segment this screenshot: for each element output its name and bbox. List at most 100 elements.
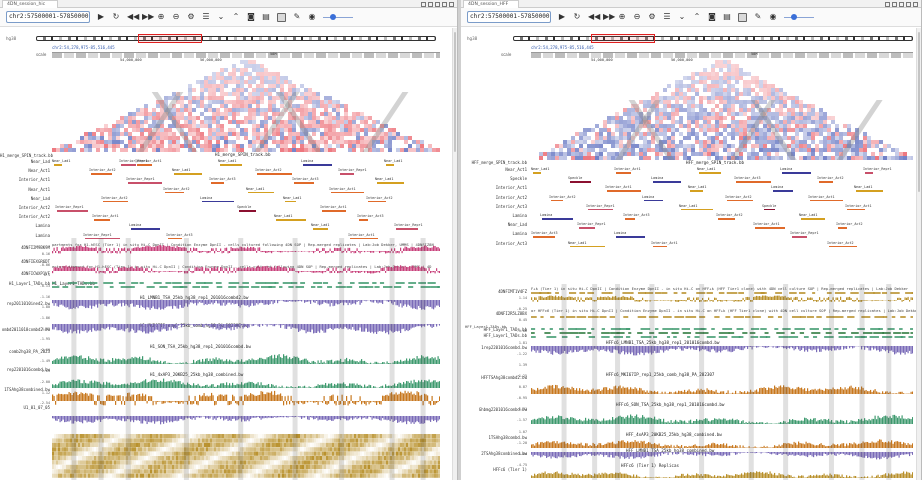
spin-feature-bar[interactable] — [313, 228, 328, 230]
spin-feature-bar[interactable] — [690, 190, 703, 192]
spin-feature-bar[interactable] — [239, 210, 256, 212]
track-side-label[interactable]: H1_Layer1_TADs.bb — [9, 281, 50, 286]
chromosome-ideogram[interactable] — [36, 36, 436, 41]
hic-triangle-heatmap[interactable] — [531, 60, 913, 160]
spin-feature-bar[interactable] — [121, 164, 136, 166]
spin-feature-bar[interactable] — [579, 227, 595, 229]
spin-feature-bar[interactable] — [542, 218, 573, 220]
spin-feature-bar[interactable] — [54, 164, 62, 166]
track-side-label[interactable]: HFF_Layer1_TADs.bb — [483, 333, 527, 338]
spin-feature-bar[interactable] — [699, 172, 721, 174]
spin-feature-bar[interactable] — [755, 227, 785, 229]
zoom-in-icon[interactable]: ⊕ — [157, 12, 165, 21]
spin-feature-bar[interactable] — [220, 164, 242, 166]
spin-feature-bar[interactable] — [322, 210, 346, 212]
back-icon[interactable]: ◀◀ — [588, 12, 601, 21]
slider-knob[interactable] — [330, 14, 336, 20]
track-side-label[interactable]: HFFc6 (Tier 1) — [493, 467, 527, 472]
track-side-label[interactable]: comb2hg38_PA_2823 — [9, 349, 50, 354]
panel-divider[interactable] — [458, 0, 461, 480]
chevron-down-icon[interactable]: ⌄ — [217, 12, 225, 21]
spin-feature-bar[interactable] — [202, 200, 234, 203]
spin-feature-bar[interactable] — [396, 228, 418, 230]
spin-feature-bar[interactable] — [616, 236, 645, 238]
spin-feature-bar[interactable] — [819, 181, 833, 183]
spin-feature-bar[interactable] — [91, 173, 112, 175]
play-icon[interactable]: ▶ — [558, 12, 566, 21]
track-side-label[interactable]: HFF_Layer1_TADs.bb — [483, 327, 527, 332]
track-side-label[interactable]: 1TSAhg38combd.bw — [488, 435, 527, 440]
zoom-out-icon[interactable]: ⊖ — [633, 12, 641, 21]
restore-icon[interactable] — [435, 1, 440, 7]
hatch-toggle-icon[interactable] — [738, 12, 747, 22]
spin-feature-bar[interactable] — [276, 219, 306, 221]
track-side-label[interactable]: 4DNFI2M9BK9M — [21, 245, 50, 250]
spin-feature-bar[interactable] — [257, 173, 292, 175]
spin-feature-bar[interactable] — [359, 219, 368, 221]
spin-feature-bar[interactable] — [681, 208, 713, 211]
spin-feature-bar[interactable] — [248, 191, 274, 194]
chevron-up-icon[interactable]: ⌃ — [693, 12, 701, 21]
spin-feature-bar[interactable] — [551, 199, 563, 202]
spin-feature-bar[interactable] — [368, 200, 386, 203]
spin-feature-bar[interactable] — [736, 181, 771, 183]
spin-feature-bar[interactable] — [350, 237, 378, 240]
refresh-icon[interactable]: ↻ — [573, 12, 581, 21]
spin-feature-bar[interactable] — [533, 236, 555, 238]
spin-feature-bar[interactable] — [103, 200, 128, 203]
track-side-label[interactable]: 4DNFIEXGR6DT — [21, 259, 50, 264]
annotation-icon[interactable]: ✎ — [754, 12, 762, 21]
spin-feature-bar[interactable] — [644, 199, 663, 202]
spin-feature-bar[interactable] — [211, 182, 224, 184]
expand-icon[interactable] — [906, 1, 911, 7]
print-icon[interactable]: ▤ — [723, 12, 731, 21]
spin-feature-bar[interactable] — [801, 218, 825, 220]
spin-feature-bar[interactable] — [764, 208, 775, 211]
spin-feature-bar[interactable] — [856, 190, 883, 192]
signal-tracks[interactable] — [52, 238, 440, 480]
spin-feature-bar[interactable] — [588, 208, 613, 211]
spin-feature-bar[interactable] — [331, 191, 364, 194]
camera-icon[interactable]: ◙ — [247, 12, 255, 21]
chevron-down-icon[interactable]: ⌄ — [678, 12, 686, 21]
forward-icon[interactable]: ▶▶ — [142, 12, 155, 21]
close-icon[interactable] — [449, 1, 454, 7]
spin-feature-bar[interactable] — [303, 164, 332, 166]
track-side-label[interactable]: 1rep2201016combd.bw — [481, 345, 527, 350]
spin-feature-bar[interactable] — [847, 208, 865, 211]
spin-feature-bar[interactable] — [377, 182, 404, 184]
spin-feature-bar[interactable] — [294, 182, 314, 184]
spin-feature-bar[interactable] — [131, 228, 160, 230]
spin-feature-bar[interactable] — [625, 218, 635, 220]
spin-feature-bar[interactable] — [137, 164, 152, 166]
play-icon[interactable]: ▶ — [97, 12, 105, 21]
gear-icon[interactable]: ⚙ — [187, 12, 195, 21]
hic-contact-map[interactable] — [52, 60, 440, 152]
hic-contact-map[interactable] — [531, 60, 913, 160]
track-side-label[interactable]: 4DNFICWXP1VF — [21, 271, 50, 276]
maximize-icon[interactable] — [892, 1, 897, 7]
spin-feature-bar[interactable] — [607, 190, 641, 192]
spin-feature-bar[interactable] — [128, 182, 162, 184]
chromosome-ideogram[interactable] — [513, 36, 913, 41]
chevron-up-icon[interactable]: ⌃ — [232, 12, 240, 21]
track-side-label[interactable]: 2TSAhg38combined.bw — [481, 451, 527, 456]
pin-icon[interactable] — [885, 1, 890, 7]
back-icon[interactable]: ◀◀ — [127, 12, 140, 21]
track-side-label[interactable]: rep2201016combd.bw — [6, 367, 50, 372]
expand-icon[interactable] — [442, 1, 447, 7]
spin-feature-bar[interactable] — [94, 219, 110, 221]
lens-icon[interactable]: ◉ — [308, 12, 316, 21]
spin-feature-bar[interactable] — [838, 227, 847, 229]
lens-icon[interactable]: ◉ — [769, 12, 777, 21]
zoom-slider[interactable] — [323, 12, 353, 22]
window-tab[interactable]: 4DN_session_HFF — [463, 0, 519, 8]
camera-icon[interactable]: ◙ — [708, 12, 716, 21]
locus-input[interactable]: chr2:57500001-57850000,chr2: — [6, 11, 90, 23]
spin-feature-bar[interactable] — [85, 237, 120, 240]
locus-input[interactable]: chr2:57500001-57850000,chr2: — [467, 11, 551, 23]
vertical-scrollbar[interactable] — [452, 28, 457, 480]
signal-tracks[interactable] — [531, 284, 913, 480]
spin-feature-bar[interactable] — [570, 245, 605, 248]
track-side-label[interactable]: 4DNFIMT1V4FZ — [498, 289, 527, 294]
